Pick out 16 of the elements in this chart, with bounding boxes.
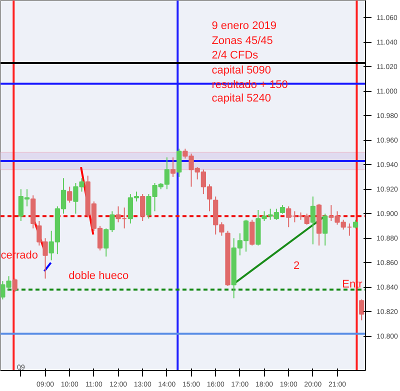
candlestick — [322, 213, 328, 246]
candlestick — [176, 148, 182, 178]
annotation: doble hueco — [68, 270, 129, 282]
candlestick — [310, 196, 316, 245]
candlestick — [250, 219, 255, 246]
candlestick — [140, 194, 146, 222]
candlestick — [67, 186, 72, 204]
annotation: 2/4 CFDs — [212, 50, 259, 62]
annotation: Zonas 45/45 — [212, 34, 273, 47]
annotation: 2 — [293, 260, 300, 272]
candlestick — [170, 156, 176, 178]
candlestick — [359, 298, 364, 321]
annotation: capital 5240 — [212, 92, 272, 105]
candlestick — [12, 278, 18, 293]
annotation: 9 enero 2019 — [212, 20, 277, 32]
annotation: capital 5090 — [212, 64, 272, 76]
